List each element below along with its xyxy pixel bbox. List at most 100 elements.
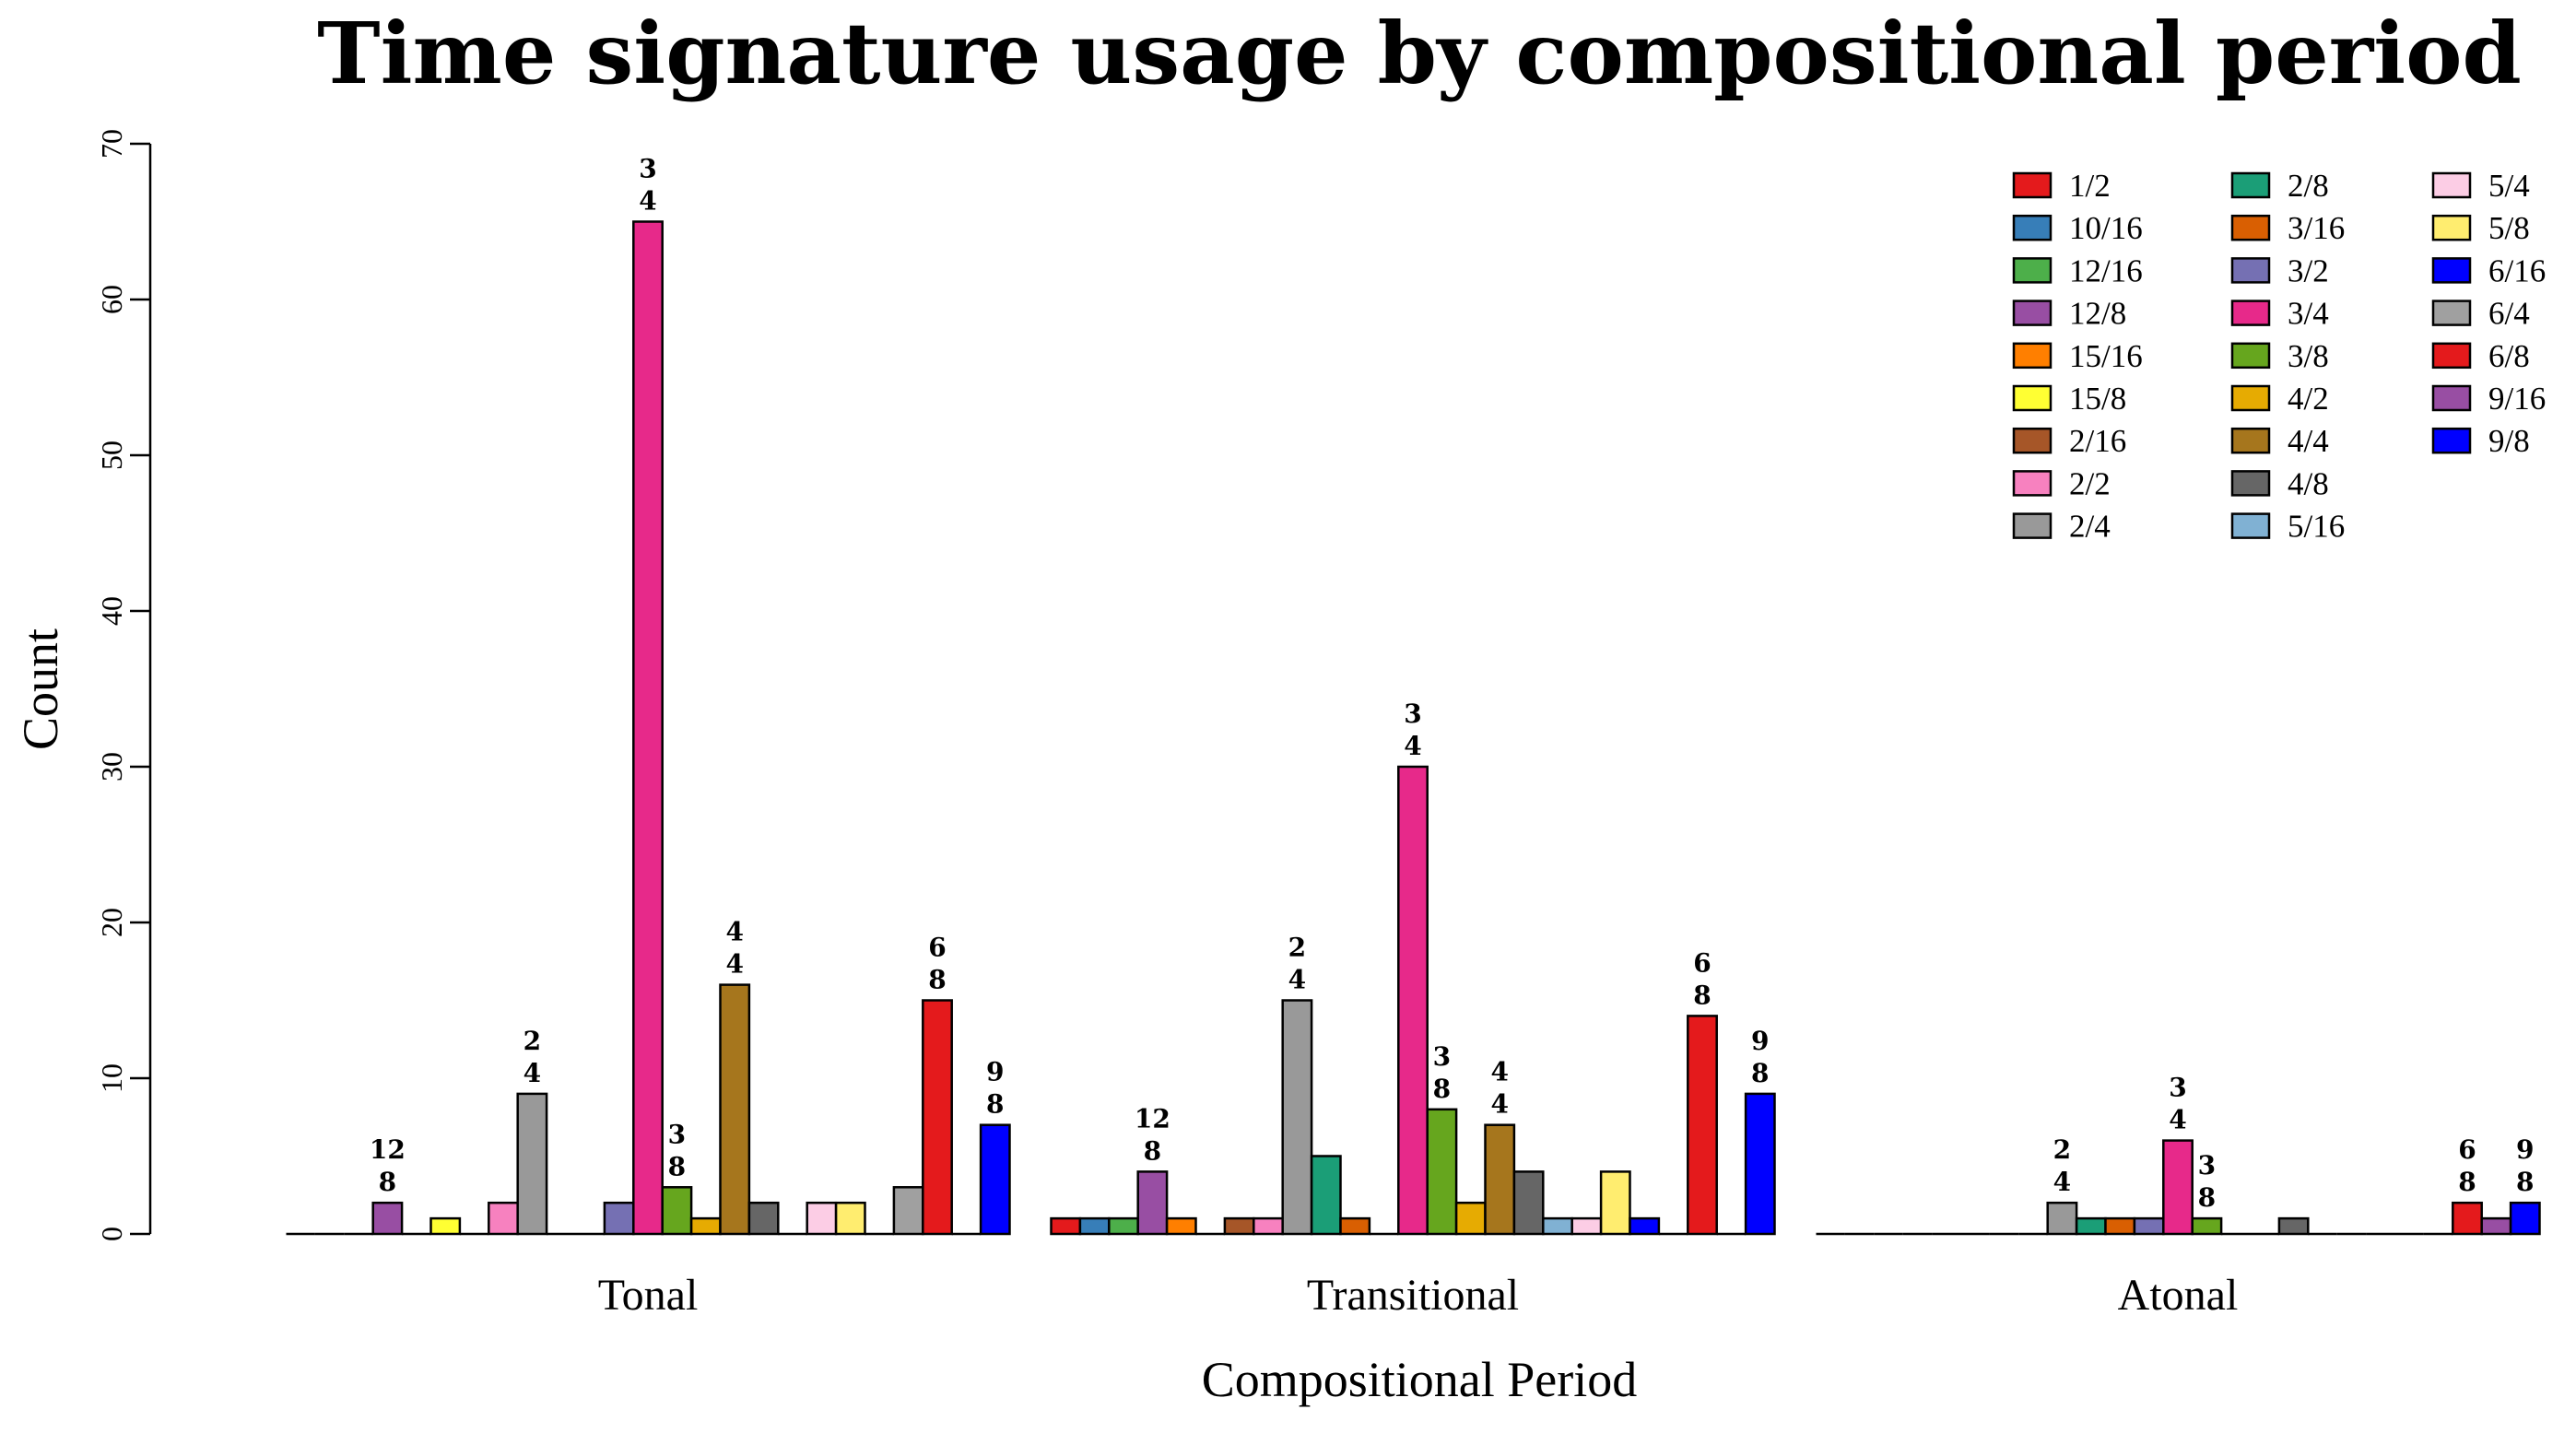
bar (1542, 1216, 1573, 1236)
legend-swatch (2012, 470, 2053, 497)
bar-label-numerator: 3 (1404, 699, 1421, 729)
legend-label: 10/16 (2069, 210, 2143, 246)
legend-swatch (2230, 470, 2271, 497)
legend-swatch (2012, 342, 2053, 370)
bar-label-denominator: 8 (928, 965, 946, 995)
bar (2191, 1216, 2223, 1236)
bar (1253, 1216, 1284, 1236)
bar (1136, 1170, 1169, 1236)
bar-label-numerator: 4 (725, 917, 743, 947)
y-tick-label: 30 (95, 752, 128, 781)
bar-label-denominator: 8 (986, 1089, 1004, 1120)
legend: 1/2 10/16 12/16 12/8 15/16 15/8 2/16 2/2 2/4 2/8 3… (2012, 168, 2546, 545)
bar (1078, 1216, 1111, 1236)
legend-label: 2/2 (2069, 465, 2111, 501)
category-label: Tonal (598, 1271, 699, 1320)
legend-swatch (2230, 342, 2271, 370)
category-labels: Tonal Transitional Atonal (598, 1271, 2239, 1320)
bar (1223, 1216, 1255, 1236)
bar (1050, 1216, 1082, 1236)
bar (1570, 1216, 1603, 1236)
legend-swatch (2431, 257, 2472, 284)
bar (429, 1216, 462, 1236)
legend-swatch (2012, 384, 2053, 412)
category-label: Atonal (2118, 1271, 2239, 1320)
bar-label-numerator: 3 (639, 154, 656, 184)
y-tick-label: 40 (95, 596, 128, 626)
legend-swatch (2012, 171, 2053, 199)
legend-label: 6/8 (2488, 338, 2530, 374)
bar (1629, 1216, 1661, 1236)
legend-swatch (2230, 214, 2271, 241)
chart-title: Time signature usage by compositional pe… (317, 4, 2522, 103)
legend-swatch (2230, 257, 2271, 284)
legend-label: 5/4 (2488, 168, 2530, 204)
bar-label-numerator: 3 (1433, 1041, 1451, 1072)
bar-label-denominator: 4 (1404, 731, 1421, 761)
bar (1310, 1155, 1342, 1236)
bar-label-numerator: 6 (1693, 947, 1711, 978)
bar (1397, 765, 1429, 1236)
bar-label-numerator: 3 (2169, 1073, 2186, 1103)
bar (1281, 999, 1313, 1236)
bar-label-numerator: 9 (986, 1057, 1004, 1087)
bar-label-denominator: 8 (1144, 1135, 1161, 1166)
bar (1744, 1092, 1776, 1236)
legend-label: 5/16 (2288, 509, 2345, 545)
legend-swatch (2230, 427, 2271, 454)
bar (2046, 1201, 2078, 1236)
bar (979, 1123, 1011, 1236)
bar (632, 220, 664, 1236)
bar (1484, 1123, 1516, 1236)
legend-swatch (2431, 384, 2472, 412)
bar (1687, 1015, 1718, 1236)
bars (286, 220, 2541, 1236)
bar (371, 1201, 404, 1236)
bar-label-denominator: 8 (668, 1151, 686, 1181)
legend-label: 3/16 (2288, 210, 2345, 246)
bar (2480, 1216, 2512, 1236)
legend-swatch (2431, 171, 2472, 199)
y-axis: 0 10 20 30 40 50 60 70 (95, 129, 152, 1241)
legend-label: 4/4 (2288, 423, 2329, 459)
bar-label-denominator: 8 (1693, 980, 1711, 1010)
y-tick-label: 10 (95, 1063, 128, 1093)
bar-label-numerator: 12 (370, 1134, 406, 1165)
legend-swatch (2012, 512, 2053, 539)
legend-label: 4/2 (2288, 381, 2329, 417)
legend-swatch (2230, 512, 2271, 539)
bar-label-denominator: 8 (1751, 1058, 1769, 1088)
y-tick-label: 70 (95, 129, 128, 159)
bar (2075, 1216, 2107, 1236)
legend-swatch (2012, 214, 2053, 241)
bar (719, 983, 751, 1236)
bar-label-denominator: 8 (379, 1167, 396, 1197)
legend-label: 6/4 (2488, 296, 2530, 332)
legend-label: 5/8 (2488, 210, 2530, 246)
bar (1165, 1216, 1197, 1236)
bar-label-numerator: 9 (2516, 1134, 2534, 1165)
bar (2162, 1139, 2194, 1236)
legend-label: 3/4 (2288, 296, 2329, 332)
legend-swatch (2012, 300, 2053, 326)
bar (661, 1186, 693, 1236)
bar-label-denominator: 4 (725, 949, 743, 980)
legend-label: 3/2 (2288, 253, 2329, 288)
bar (689, 1216, 722, 1236)
bar (2133, 1216, 2165, 1236)
bar-label-numerator: 6 (2458, 1134, 2476, 1165)
bar-label-numerator: 2 (2053, 1134, 2071, 1165)
bar (892, 1186, 924, 1236)
bar (516, 1092, 548, 1236)
bar (603, 1201, 635, 1236)
bar-label-denominator: 4 (2169, 1105, 2186, 1135)
legend-swatch (2230, 300, 2271, 326)
bar-label-numerator: 4 (1490, 1057, 1508, 1087)
legend-swatch (2431, 214, 2472, 241)
legend-label: 12/8 (2069, 296, 2126, 332)
bar (1108, 1216, 1139, 1236)
bar (1599, 1170, 1631, 1236)
